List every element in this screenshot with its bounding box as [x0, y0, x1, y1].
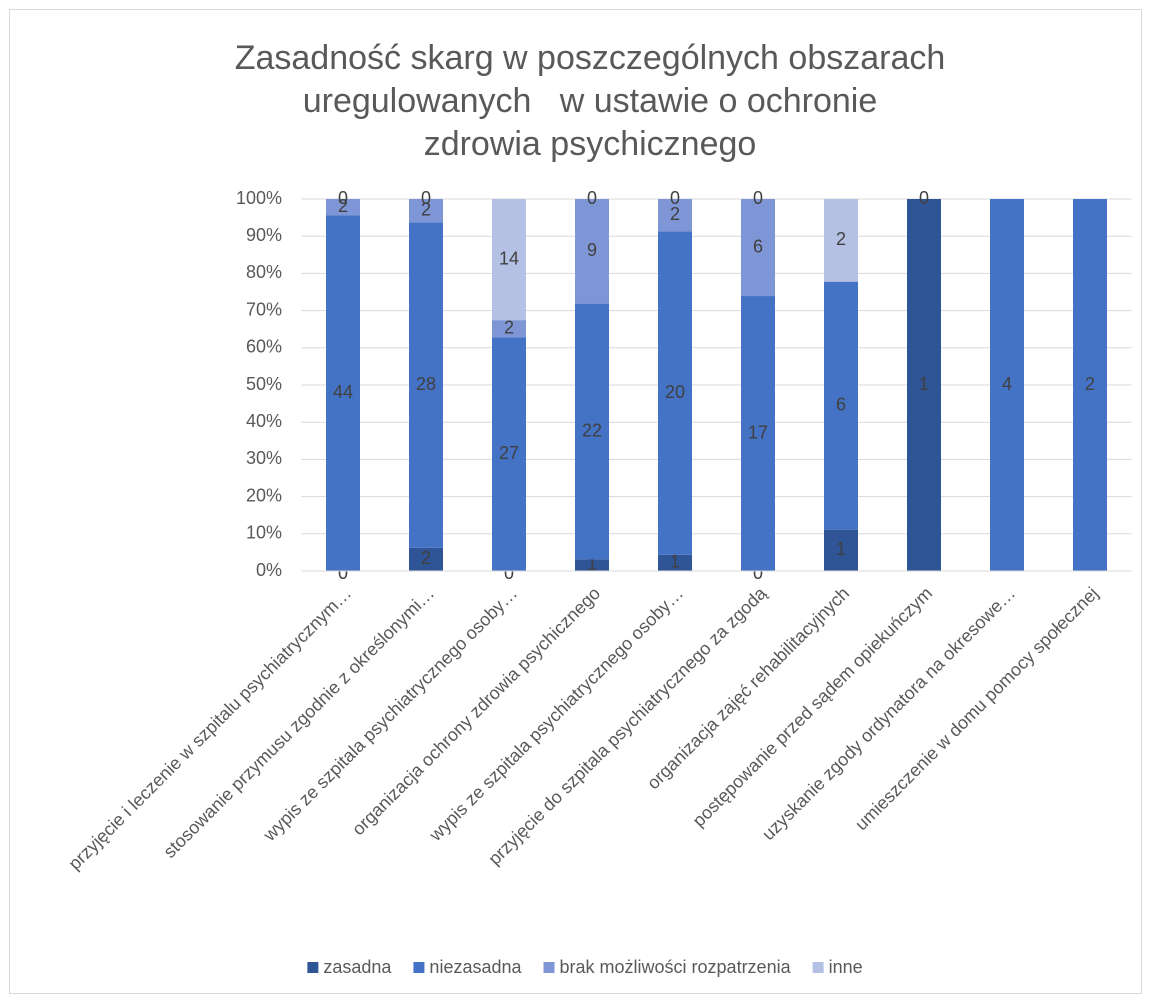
data-label: 2 — [670, 204, 680, 224]
y-tick-label: 100% — [236, 188, 282, 208]
bar-segment — [492, 320, 526, 338]
bar-segment — [907, 199, 941, 571]
data-label: 0 — [753, 188, 763, 208]
bar-segment — [409, 222, 443, 548]
bar-segment — [990, 199, 1024, 571]
data-label: 0 — [919, 188, 929, 208]
y-tick-label: 60% — [246, 337, 282, 357]
bar-segment — [658, 554, 692, 571]
bar-segment — [409, 547, 443, 571]
bar-segment — [326, 199, 360, 216]
data-label: 1 — [587, 554, 597, 574]
data-label: 22 — [582, 420, 602, 440]
bar-segment — [575, 559, 609, 571]
y-tick-label: 40% — [246, 411, 282, 431]
y-tick-label: 0% — [256, 560, 282, 580]
data-label: 20 — [665, 382, 685, 402]
y-tick-label: 20% — [246, 485, 282, 505]
data-label: 2 — [421, 199, 431, 219]
data-label: 28 — [416, 374, 436, 394]
bar-segment — [741, 296, 775, 571]
legend-swatch — [307, 962, 319, 973]
y-tick-label: 70% — [246, 299, 282, 319]
chart-title: Zasadność skarg w poszczególnych obszara… — [235, 39, 946, 163]
data-label: 2 — [338, 196, 348, 216]
data-label: 9 — [587, 240, 597, 260]
y-tick-label: 50% — [246, 374, 282, 394]
y-tick-label: 90% — [246, 225, 282, 245]
data-label: 2 — [504, 318, 514, 338]
bar-segment — [824, 281, 858, 530]
data-label: 0 — [753, 563, 763, 583]
bar-segment — [1073, 199, 1107, 571]
data-label: 0 — [338, 188, 348, 208]
data-label: 27 — [499, 443, 519, 463]
legend-label: inne — [829, 957, 863, 977]
bar-segment — [824, 199, 858, 282]
legend-swatch — [413, 962, 425, 973]
bar-segment — [575, 303, 609, 560]
bar-segment — [741, 199, 775, 297]
data-label: 0 — [338, 563, 348, 583]
legend: zasadna niezasadna brak możliwości rozpatr… — [307, 957, 863, 977]
data-label: 6 — [753, 236, 763, 256]
data-label: 1 — [836, 539, 846, 559]
data-label: 44 — [333, 382, 353, 402]
data-label: 17 — [748, 422, 768, 442]
data-label: 4 — [1002, 374, 1012, 394]
bar-segment — [409, 199, 443, 223]
data-label: 0 — [421, 188, 431, 208]
data-label: 14 — [499, 248, 519, 268]
bar-segment — [326, 215, 360, 571]
bar-segment — [492, 199, 526, 321]
legend-label: zasadna — [323, 957, 392, 977]
data-label: 2 — [836, 229, 846, 249]
bar-segment — [492, 337, 526, 571]
data-label: 2 — [421, 548, 431, 568]
bar-segment — [575, 199, 609, 304]
legend-swatch — [812, 962, 824, 973]
bar-segment — [824, 529, 858, 571]
data-label: 1 — [670, 552, 680, 572]
data-label: 2 — [1085, 374, 1095, 394]
legend-label: niezasadna — [429, 957, 522, 977]
bar-segment — [658, 199, 692, 232]
legend-label: brak możliwości rozpatrzenia — [560, 957, 792, 977]
data-label: 0 — [670, 188, 680, 208]
legend-swatch — [543, 962, 555, 973]
data-label: 1 — [919, 374, 929, 394]
y-tick-label: 30% — [246, 448, 282, 468]
data-label: 6 — [836, 394, 846, 414]
data-label: 0 — [587, 188, 597, 208]
bar-segment — [658, 231, 692, 555]
y-tick-label: 80% — [246, 262, 282, 282]
data-label: 0 — [504, 563, 514, 583]
y-tick-label: 10% — [246, 523, 282, 543]
